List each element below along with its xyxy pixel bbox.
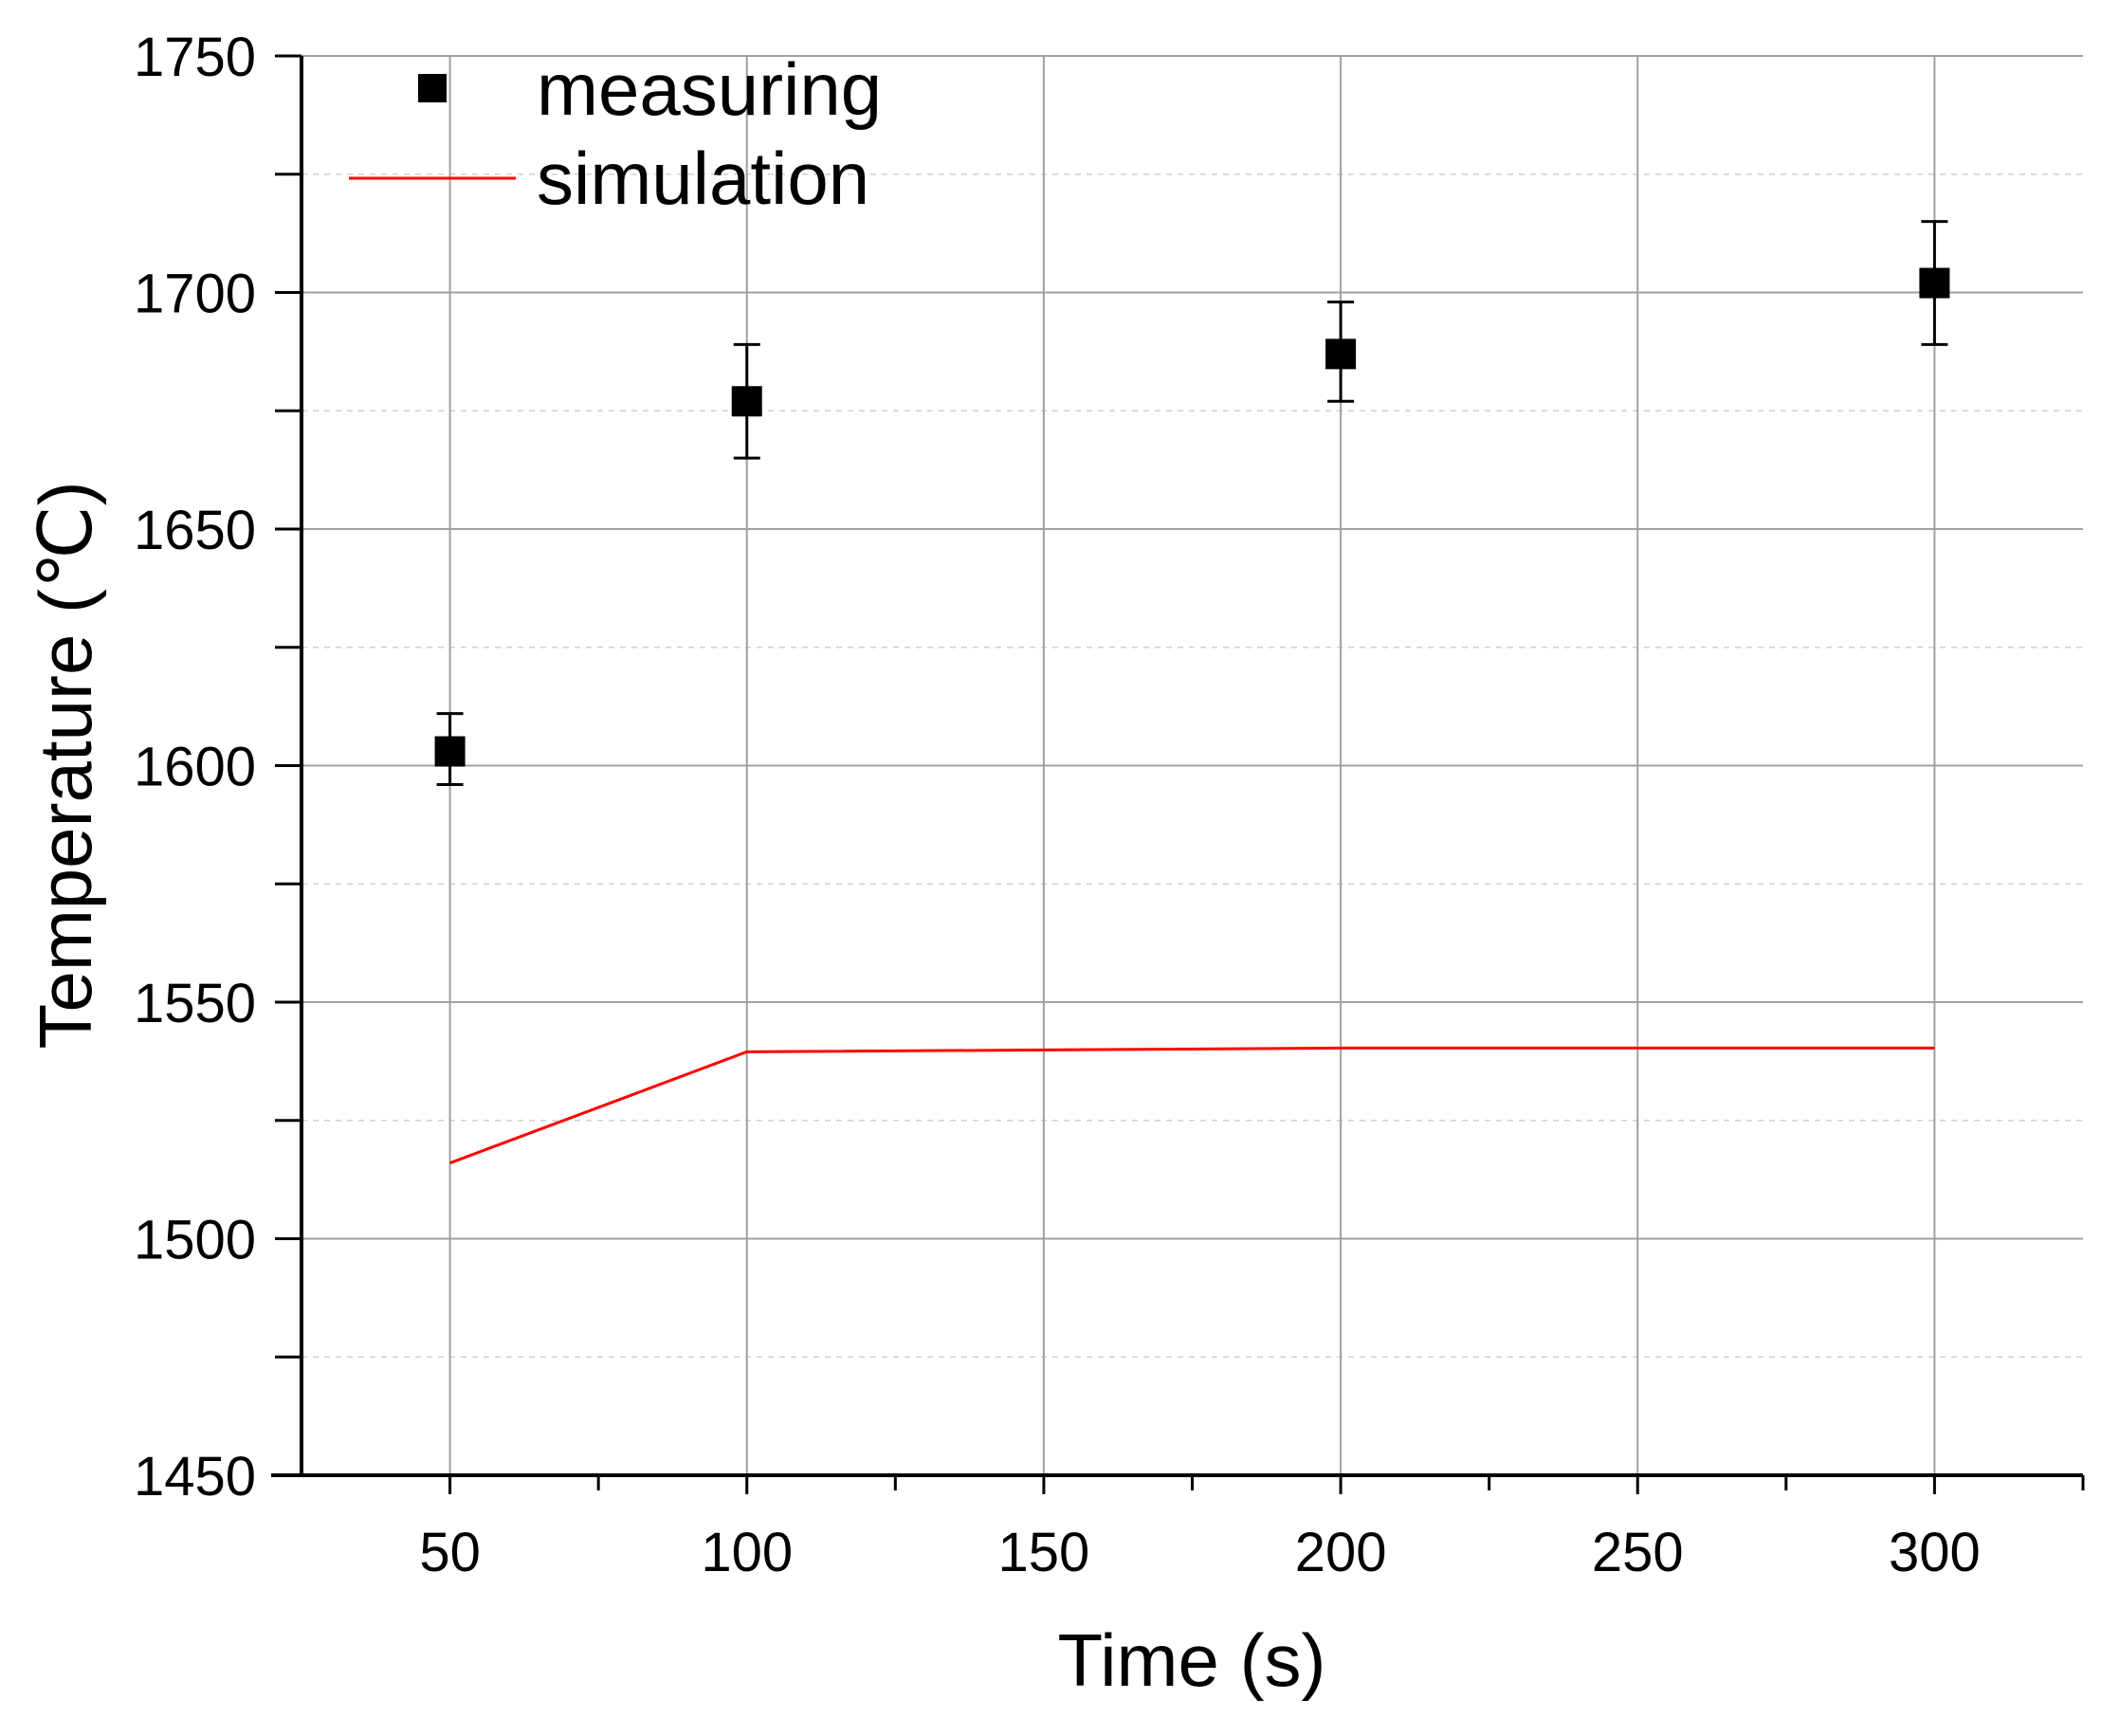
y-tick-label: 1500	[134, 1210, 256, 1271]
x-ticks	[448, 1475, 2085, 1494]
y-tick-label: 1600	[134, 737, 256, 798]
legend-label-simulation: simulation	[537, 137, 869, 220]
data-point-measuring	[434, 736, 466, 767]
x-tick-label: 200	[1295, 1522, 1387, 1583]
y-tick-label: 1650	[134, 500, 256, 561]
legend-label-measuring: measuring	[537, 47, 882, 131]
y-tick-label: 1750	[134, 27, 256, 88]
x-tick-label: 100	[701, 1522, 793, 1583]
data-point-measuring	[1325, 338, 1357, 370]
x-tick-label: 150	[998, 1522, 1090, 1583]
y-tick-label: 1700	[134, 264, 256, 325]
minor-grid	[301, 174, 2083, 1358]
data-point-measuring	[731, 386, 762, 417]
y-tick-label: 1450	[134, 1446, 256, 1508]
x-tick-label: 300	[1889, 1522, 1981, 1583]
series-line-simulation	[449, 1046, 1935, 1165]
major-grid	[301, 55, 2083, 1476]
data-point-measuring	[1919, 267, 1950, 299]
legend-marker-measuring	[418, 74, 447, 102]
x-tick-label: 250	[1592, 1522, 1684, 1583]
series-layer	[434, 220, 1950, 1165]
y-tick-labels: 1450 1500 1550 1600 1650 1700 1750	[134, 27, 256, 1508]
x-tick-label: 50	[419, 1522, 481, 1583]
legend: measuring simulation	[349, 47, 882, 220]
x-axis-title: Time (s)	[1057, 1618, 1325, 1702]
x-tick-labels: 50 100 150 200 250 300	[419, 1522, 1980, 1583]
y-ticks	[275, 54, 301, 1477]
y-axis-title: Temperature (℃)	[24, 481, 107, 1049]
y-tick-label: 1550	[134, 973, 256, 1034]
